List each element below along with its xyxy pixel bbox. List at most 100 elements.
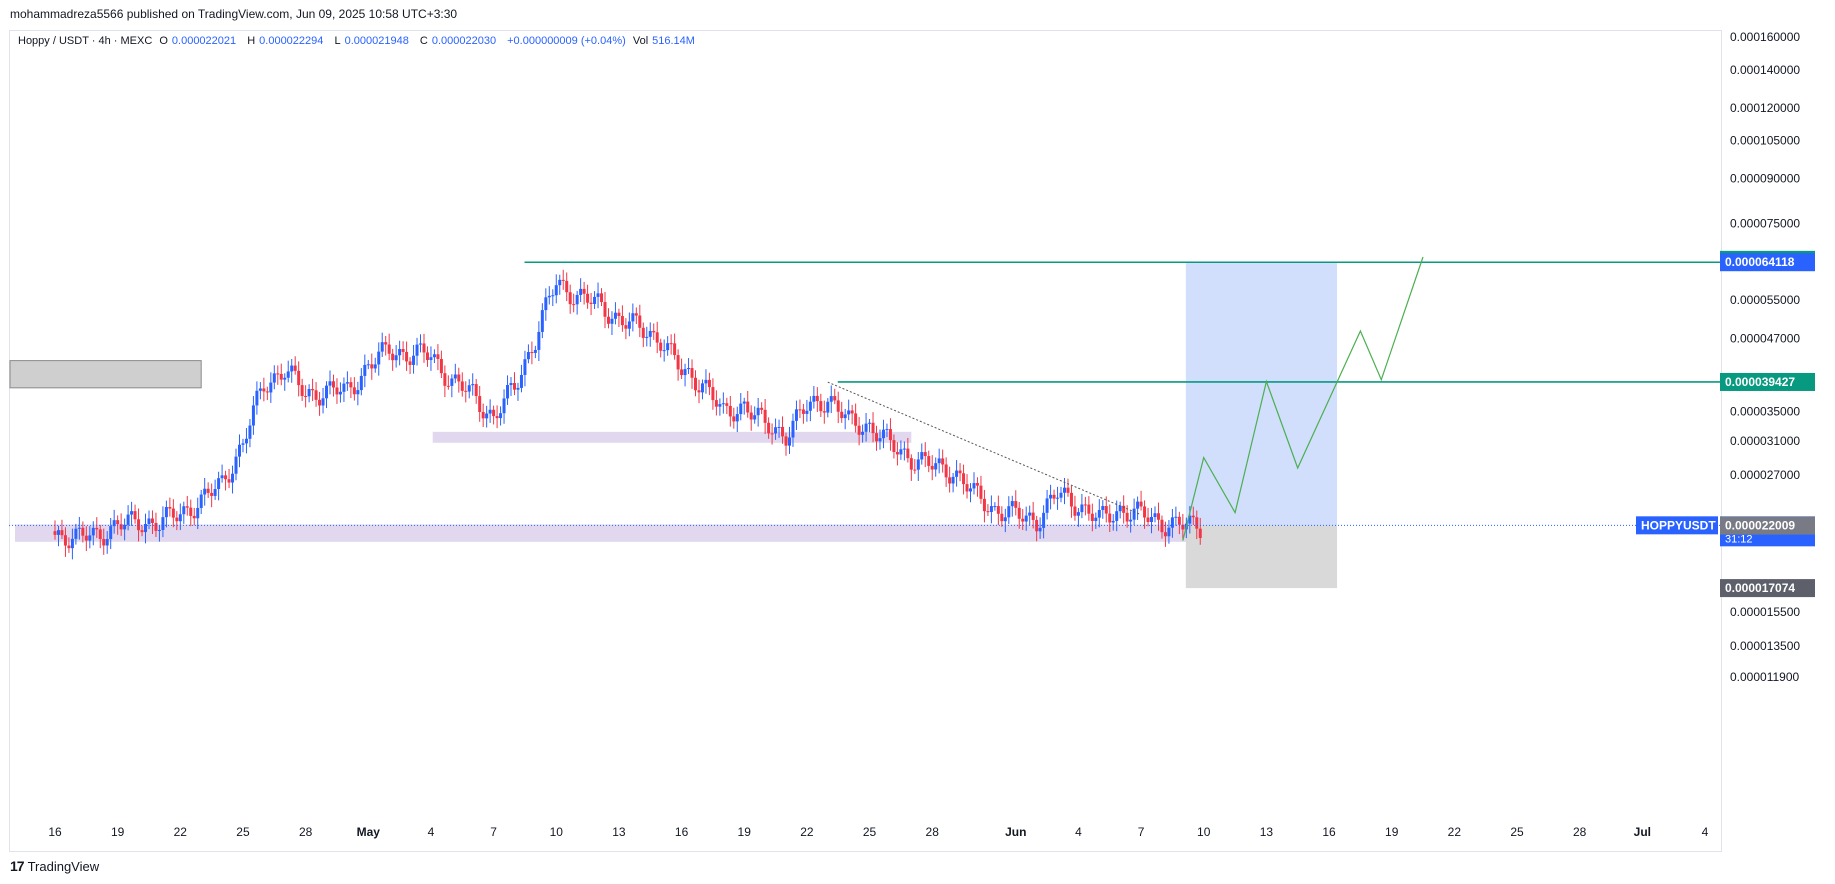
candle-body[interactable] bbox=[227, 479, 231, 483]
candle-body[interactable] bbox=[683, 369, 687, 376]
candle-body[interactable] bbox=[213, 489, 217, 496]
candle-body[interactable] bbox=[251, 405, 255, 426]
candle-body[interactable] bbox=[516, 387, 520, 390]
candle-body[interactable] bbox=[551, 295, 555, 297]
candle-body[interactable] bbox=[620, 316, 624, 326]
candle-body[interactable] bbox=[909, 458, 913, 470]
candle-body[interactable] bbox=[540, 310, 544, 332]
candle-body[interactable] bbox=[478, 396, 482, 412]
candle-body[interactable] bbox=[718, 404, 722, 407]
candle-body[interactable] bbox=[98, 529, 102, 539]
candle-body[interactable] bbox=[732, 416, 736, 422]
candle-body[interactable] bbox=[1094, 517, 1098, 521]
candle-body[interactable] bbox=[1010, 501, 1014, 507]
candle-body[interactable] bbox=[565, 280, 569, 293]
candle-body[interactable] bbox=[290, 365, 294, 372]
candle-body[interactable] bbox=[1146, 517, 1150, 523]
candle-body[interactable] bbox=[84, 535, 88, 541]
candle-body[interactable] bbox=[450, 378, 454, 386]
candle-body[interactable] bbox=[589, 302, 593, 304]
candle-body[interactable] bbox=[575, 294, 579, 305]
candle-body[interactable] bbox=[934, 463, 938, 470]
candle-body[interactable] bbox=[321, 398, 325, 406]
candle-body[interactable] bbox=[217, 478, 221, 490]
candle-body[interactable] bbox=[829, 396, 833, 402]
candle-body[interactable] bbox=[1083, 504, 1087, 506]
candle-body[interactable] bbox=[335, 387, 339, 395]
candle-body[interactable] bbox=[210, 492, 214, 496]
candle-body[interactable] bbox=[1003, 517, 1007, 522]
candle-body[interactable] bbox=[67, 545, 71, 549]
candle-body[interactable] bbox=[1021, 518, 1025, 522]
candle-body[interactable] bbox=[537, 331, 541, 350]
candle-body[interactable] bbox=[384, 342, 388, 345]
candle-body[interactable] bbox=[1156, 513, 1160, 520]
candle-body[interactable] bbox=[244, 438, 248, 444]
candle-body[interactable] bbox=[878, 438, 882, 442]
candle-body[interactable] bbox=[1038, 527, 1042, 532]
candle-body[interactable] bbox=[836, 400, 840, 412]
candle-body[interactable] bbox=[1132, 508, 1136, 520]
candle-body[interactable] bbox=[801, 409, 805, 414]
candle-body[interactable] bbox=[325, 385, 329, 399]
candle-body[interactable] bbox=[881, 429, 885, 439]
candle-body[interactable] bbox=[965, 484, 969, 492]
candle-body[interactable] bbox=[248, 425, 252, 439]
candle-body[interactable] bbox=[902, 448, 906, 450]
candle-body[interactable] bbox=[328, 381, 332, 386]
candle-body[interactable] bbox=[645, 336, 649, 338]
candle-body[interactable] bbox=[1024, 515, 1028, 522]
candle-body[interactable] bbox=[767, 422, 771, 434]
candle-body[interactable] bbox=[387, 344, 391, 354]
candle-body[interactable] bbox=[544, 297, 548, 311]
candle-body[interactable] bbox=[1115, 511, 1119, 521]
candle-body[interactable] bbox=[735, 414, 739, 422]
candle-body[interactable] bbox=[523, 359, 527, 375]
candle-body[interactable] bbox=[1160, 519, 1164, 533]
candle-body[interactable] bbox=[680, 369, 684, 376]
candle-body[interactable] bbox=[784, 436, 788, 446]
candle-body[interactable] bbox=[345, 382, 349, 384]
candle-body[interactable] bbox=[1198, 528, 1202, 538]
candle-body[interactable] bbox=[168, 506, 172, 509]
candle-body[interactable] bbox=[714, 400, 718, 407]
candle-body[interactable] bbox=[770, 433, 774, 435]
candle-body[interactable] bbox=[56, 530, 60, 535]
candle-body[interactable] bbox=[676, 355, 680, 370]
candle-body[interactable] bbox=[753, 415, 757, 420]
candle-body[interactable] bbox=[787, 437, 791, 446]
candle-body[interactable] bbox=[255, 390, 259, 406]
candle-body[interactable] bbox=[331, 381, 335, 388]
candle-body[interactable] bbox=[1073, 506, 1077, 516]
candle-body[interactable] bbox=[1014, 501, 1018, 508]
candle-body[interactable] bbox=[1118, 505, 1122, 512]
candle-body[interactable] bbox=[958, 470, 962, 474]
candle-body[interactable] bbox=[398, 349, 402, 356]
candle-body[interactable] bbox=[453, 374, 457, 379]
candle-body[interactable] bbox=[297, 370, 301, 386]
gray-zone-left[interactable] bbox=[9, 360, 202, 389]
stop-zone[interactable] bbox=[1185, 525, 1338, 589]
candle-body[interactable] bbox=[864, 423, 868, 432]
candle-body[interactable] bbox=[923, 452, 927, 457]
candle-body[interactable] bbox=[920, 452, 924, 460]
candle-body[interactable] bbox=[471, 384, 475, 386]
candle-body[interactable] bbox=[126, 514, 130, 525]
candle-body[interactable] bbox=[182, 506, 186, 515]
candle-body[interactable] bbox=[293, 365, 297, 371]
candle-body[interactable] bbox=[488, 409, 492, 414]
candle-body[interactable] bbox=[408, 361, 412, 365]
candle-body[interactable] bbox=[1191, 515, 1195, 518]
candle-body[interactable] bbox=[1017, 507, 1021, 519]
candle-body[interactable] bbox=[777, 426, 781, 428]
candle-body[interactable] bbox=[314, 390, 318, 400]
candle-body[interactable] bbox=[436, 354, 440, 359]
candle-body[interactable] bbox=[972, 483, 976, 489]
candle-body[interactable] bbox=[979, 485, 983, 499]
candle-body[interactable] bbox=[81, 527, 85, 536]
candle-body[interactable] bbox=[373, 364, 377, 369]
candle-body[interactable] bbox=[60, 530, 64, 536]
candle-body[interactable] bbox=[506, 385, 510, 399]
candle-body[interactable] bbox=[485, 413, 489, 419]
candle-body[interactable] bbox=[91, 527, 95, 536]
